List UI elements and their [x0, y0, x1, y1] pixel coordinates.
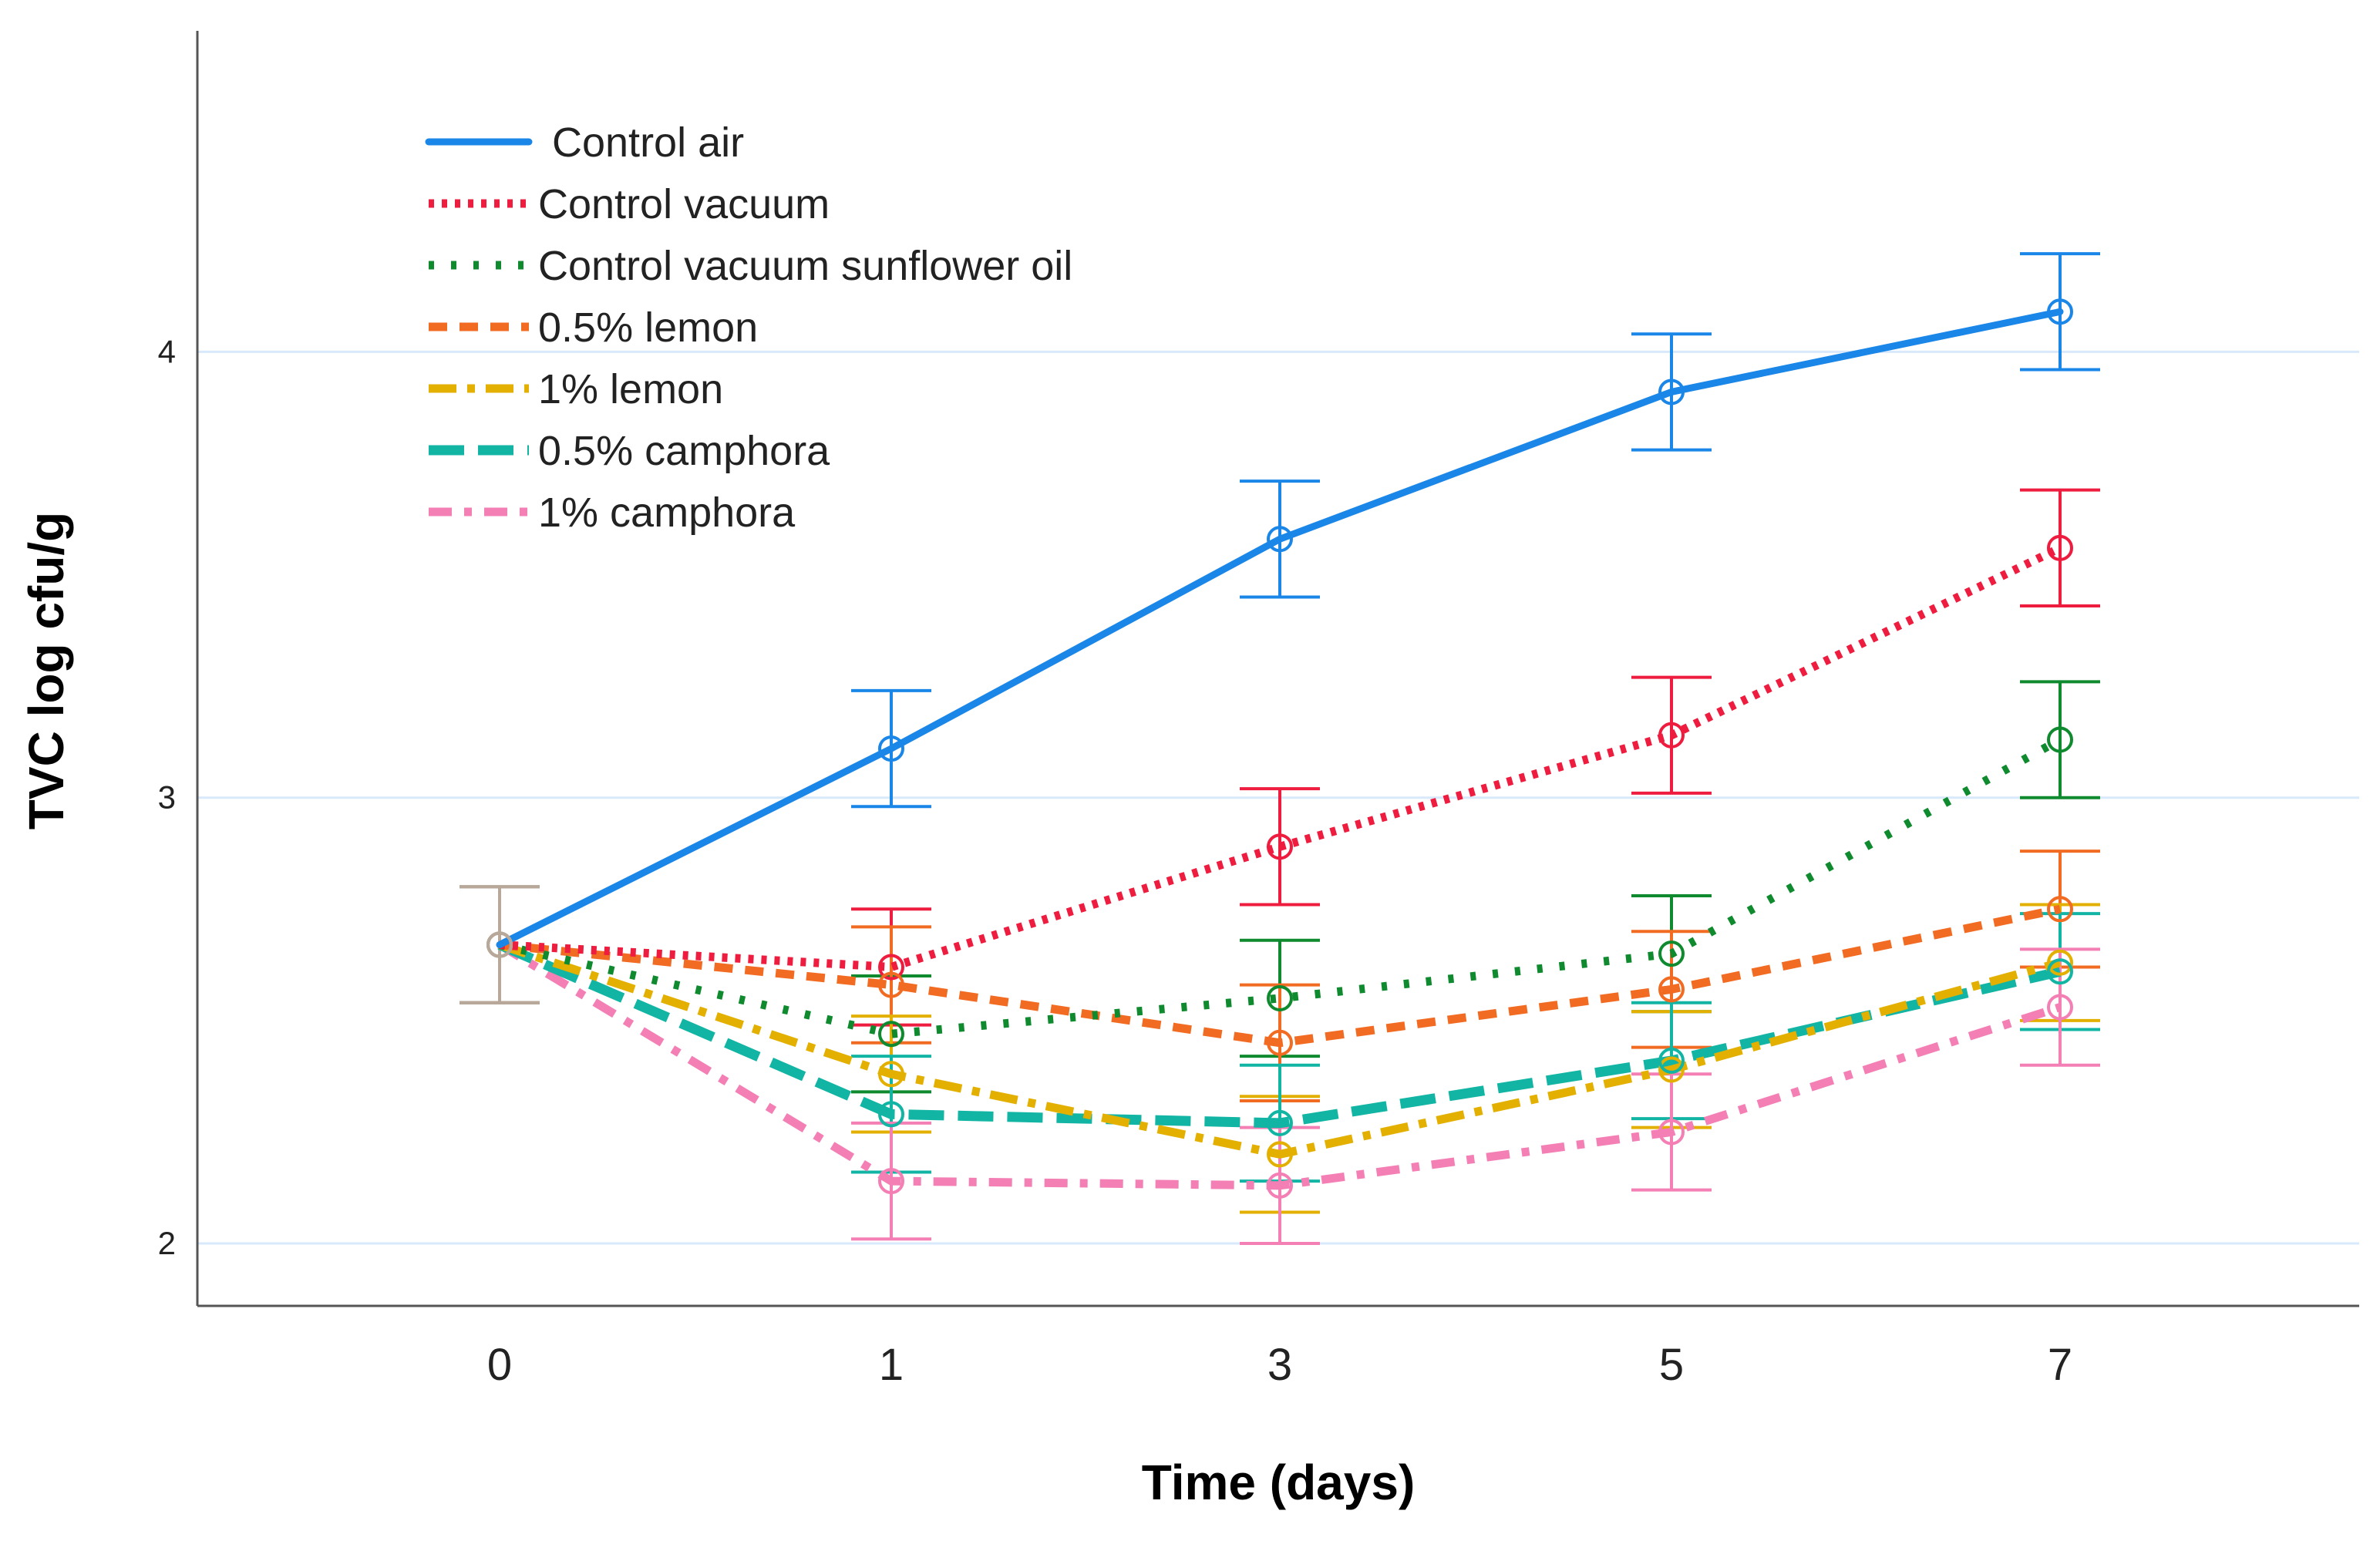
- data-point: [2047, 994, 2073, 1021]
- data-point: [878, 735, 904, 762]
- data-point: [486, 931, 513, 958]
- y-axis-title: TVC log cfu/g: [19, 512, 74, 829]
- legend-label: 0.5% camphora: [538, 428, 830, 474]
- data-point: [878, 954, 904, 981]
- data-point: [878, 1101, 904, 1128]
- markers-6: [486, 931, 2073, 1199]
- data-point: [878, 971, 904, 998]
- data-point: [878, 1021, 904, 1048]
- series-line-5: [497, 940, 2062, 1129]
- data-point: [1267, 1141, 1293, 1168]
- data-point: [2047, 896, 2073, 923]
- series-line-1: [499, 543, 2062, 971]
- x-tick-label: 1: [879, 1340, 904, 1390]
- series-layer: [460, 252, 2100, 1246]
- data-point: [1267, 833, 1293, 860]
- data-point: [1267, 984, 1293, 1011]
- data-point: [878, 1168, 904, 1195]
- y-tick-label: 3: [158, 779, 176, 816]
- data-point: [2047, 534, 2073, 561]
- data-point: [1658, 1119, 1685, 1146]
- data-point: [2047, 298, 2073, 325]
- x-tick-label: 0: [487, 1340, 512, 1390]
- x-tick-label: 7: [2048, 1340, 2072, 1390]
- data-point: [1658, 379, 1685, 405]
- series-line-6: [497, 940, 2062, 1190]
- x-tick-label: 5: [1659, 1340, 1684, 1390]
- x-axis-title: Time (days): [1142, 1455, 1416, 1510]
- data-point: [2047, 949, 2073, 976]
- x-tick-labels: 0 1 3 5 7: [487, 1340, 2072, 1390]
- data-point: [2047, 726, 2073, 753]
- data-point: [1267, 1172, 1293, 1199]
- legend: Control air Control vacuum Control vacuum …: [425, 119, 1072, 536]
- data-point: [2047, 958, 2073, 985]
- y-tick-label: 4: [158, 333, 176, 369]
- legend-label: 0.5% lemon: [538, 304, 758, 351]
- data-point: [1658, 1047, 1685, 1074]
- data-point: [1267, 1109, 1293, 1136]
- data-point: [1658, 976, 1685, 1003]
- legend-label: Control air: [552, 119, 744, 166]
- series-line-3: [499, 904, 2062, 1048]
- data-point: [1658, 722, 1685, 749]
- data-point: [1658, 1056, 1685, 1083]
- markers-1: [486, 534, 2073, 981]
- series-line-4: [498, 940, 2062, 1159]
- x-tick-label: 3: [1267, 1340, 1292, 1390]
- legend-label: Control vacuum sunflower oil: [538, 243, 1072, 289]
- data-point: [1658, 940, 1685, 967]
- legend-label: Control vacuum: [538, 181, 830, 227]
- y-tick-labels: 2 3 4: [158, 333, 176, 1261]
- legend-label: 1% camphora: [538, 490, 796, 536]
- legend-label: 1% lemon: [538, 366, 723, 412]
- series-line-0: [496, 308, 2064, 949]
- data-point: [878, 1061, 904, 1088]
- data-point: [1267, 1029, 1293, 1056]
- y-tick-label: 2: [158, 1225, 176, 1261]
- data-point: [1267, 526, 1293, 553]
